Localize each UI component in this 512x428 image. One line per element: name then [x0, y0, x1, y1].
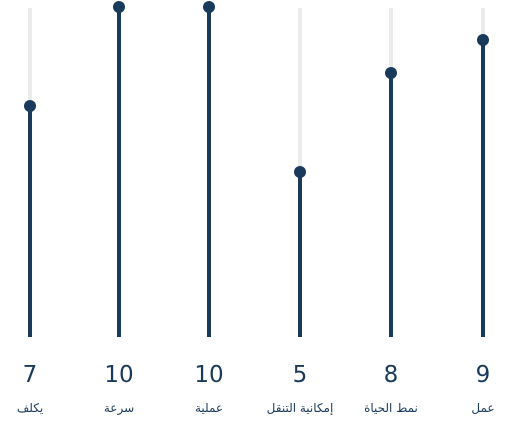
- dot-4: [385, 67, 397, 79]
- value-label-4: 8: [384, 362, 399, 388]
- category-label-2: عملية: [195, 401, 223, 415]
- value-label-5: 9: [476, 362, 491, 388]
- value-label-0: 7: [23, 362, 38, 388]
- dot-group: [24, 1, 489, 178]
- category-label-0: يكلف: [17, 401, 43, 415]
- stem-group: [28, 7, 485, 337]
- dot-2: [203, 1, 215, 13]
- category-label-4: نمط الحياة: [364, 401, 418, 415]
- value-label-group: 7 10 10 5 8 9: [23, 362, 491, 388]
- dot-5: [477, 34, 489, 46]
- track-group: [28, 8, 485, 337]
- category-label-1: سرعة: [104, 401, 134, 416]
- category-label-3: إمكانية التنقل: [267, 401, 334, 415]
- category-label-group: يكلف سرعة عملية إمكانية التنقل نمط الحياة عمل: [17, 401, 495, 416]
- dot-1: [113, 1, 125, 13]
- value-label-3: 5: [293, 362, 308, 388]
- value-label-1: 10: [104, 362, 133, 388]
- dot-0: [24, 100, 36, 112]
- dot-3: [294, 166, 306, 178]
- category-label-5: عمل: [471, 401, 494, 415]
- value-label-2: 10: [194, 362, 223, 388]
